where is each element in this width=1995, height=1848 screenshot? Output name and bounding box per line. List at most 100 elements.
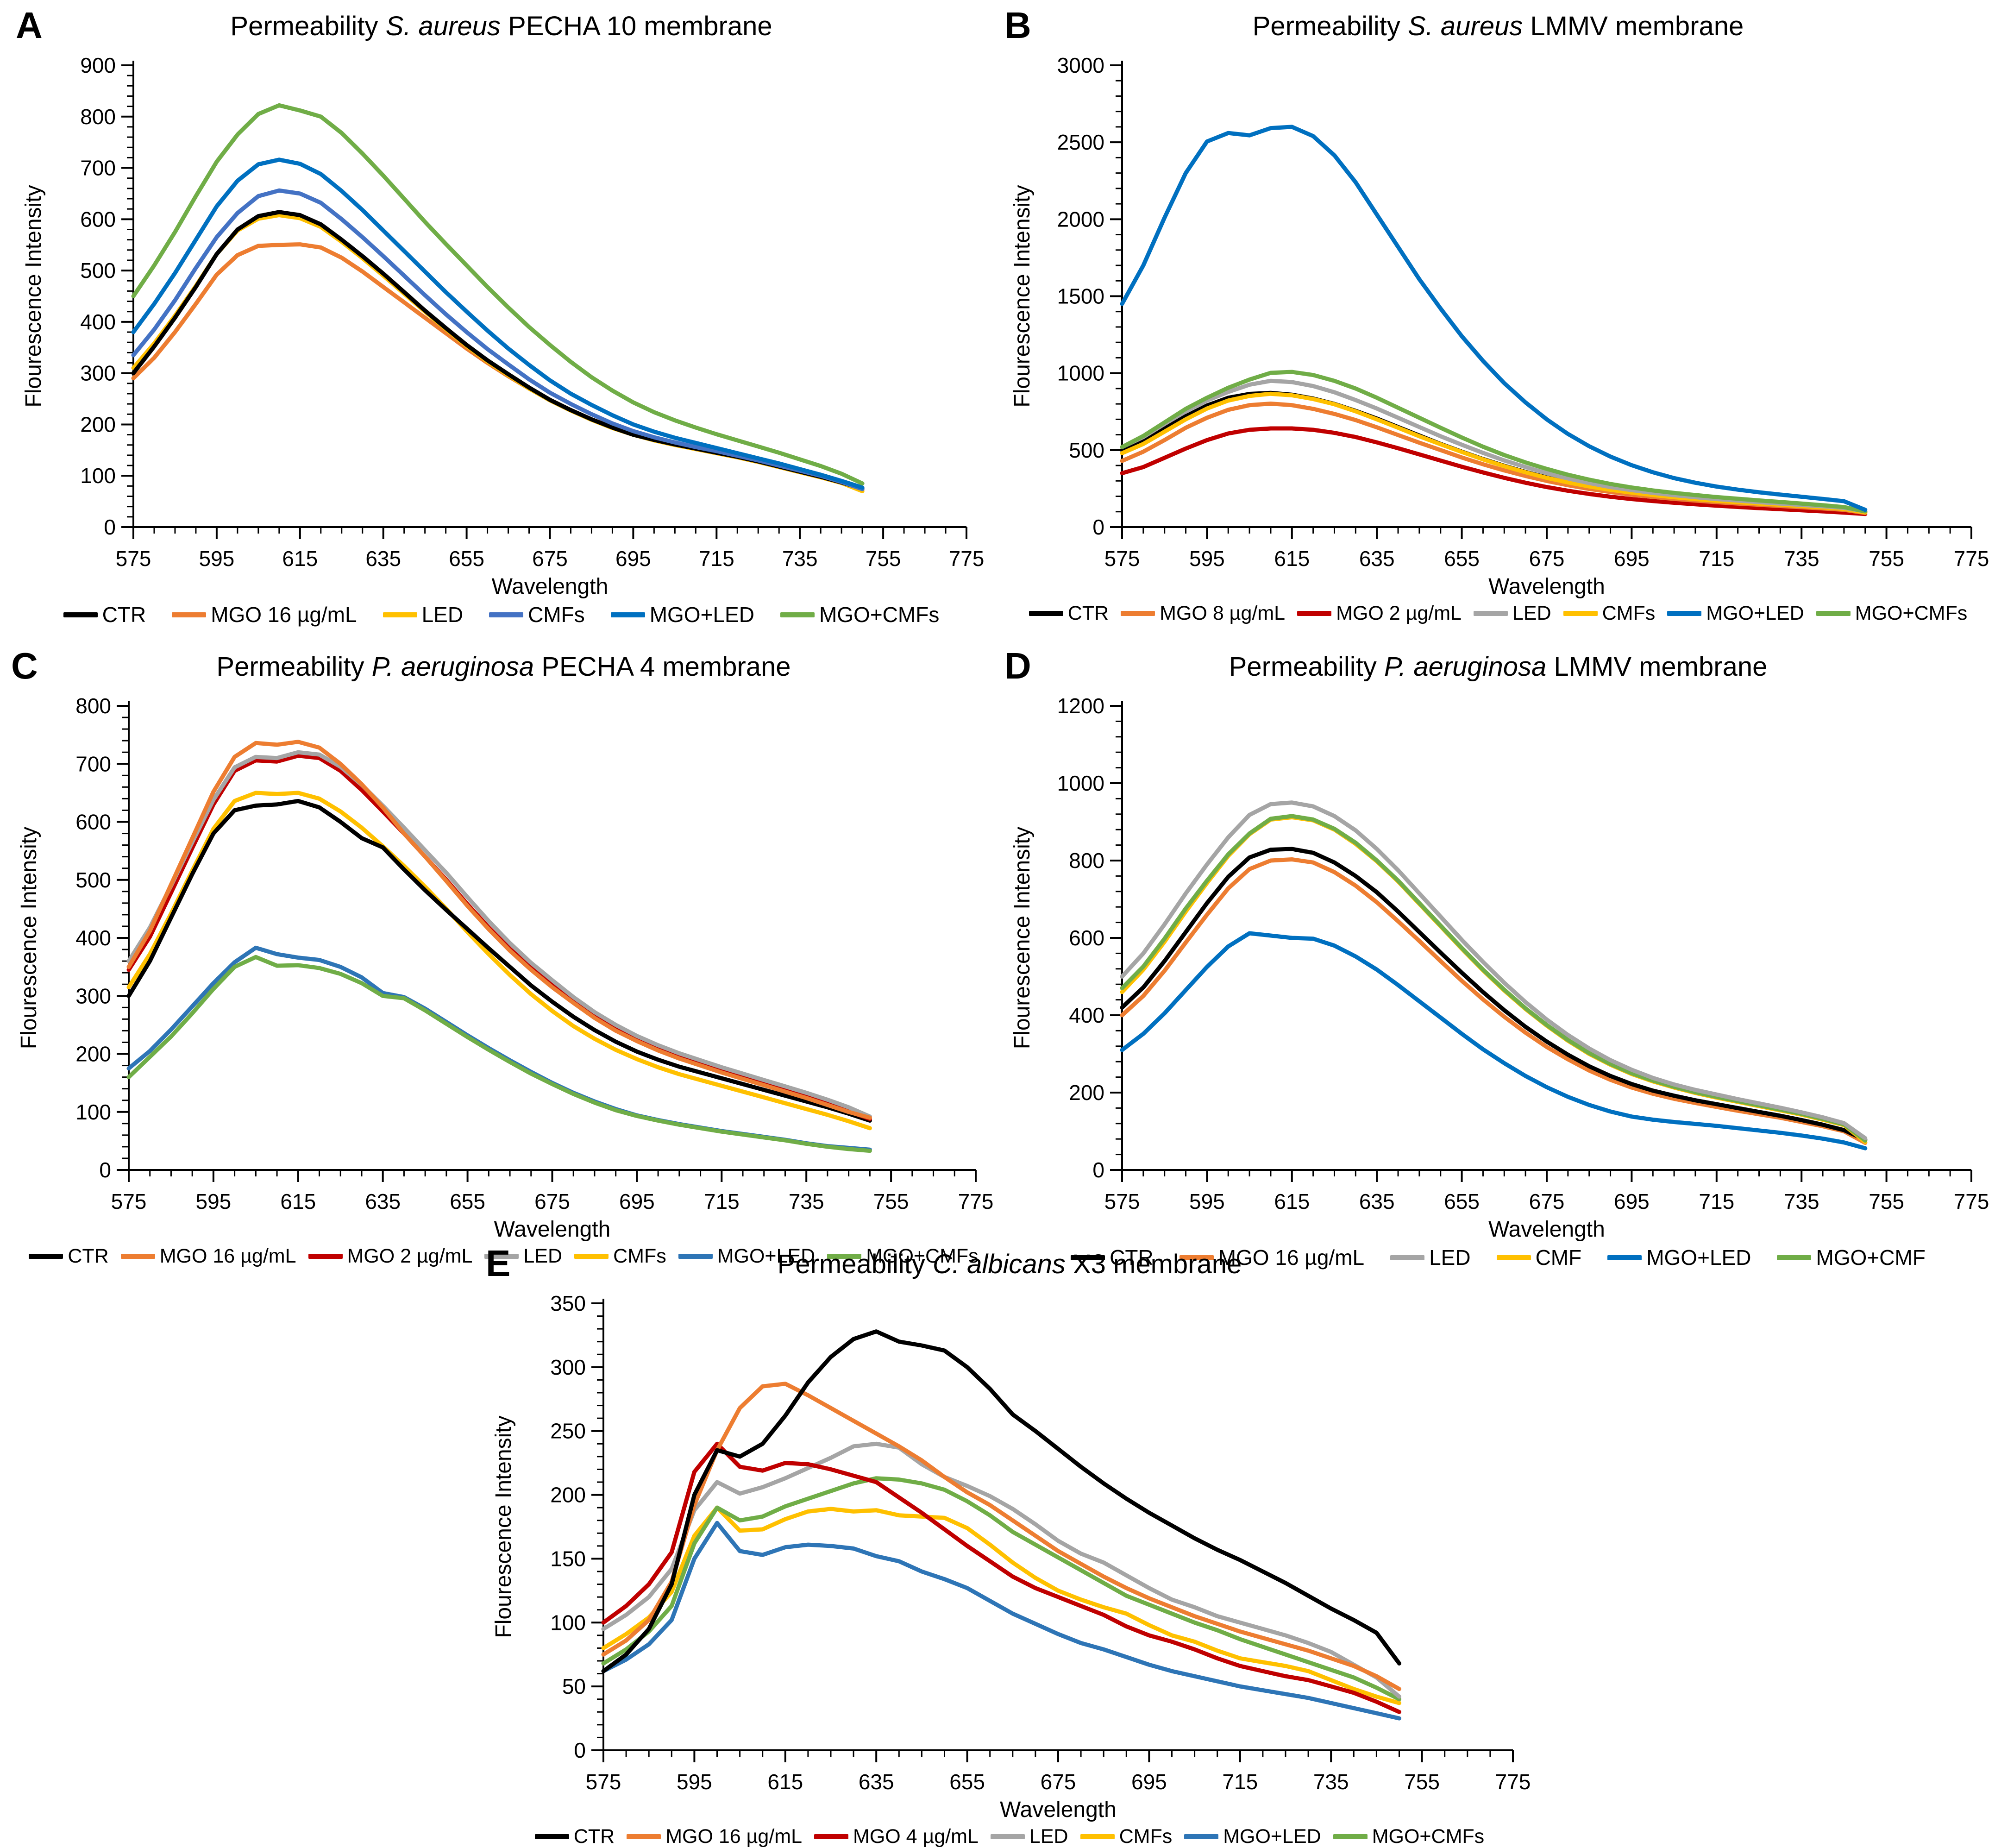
title-suffix: LMMV membrane: [1546, 652, 1768, 682]
title-prefix: Permeability: [230, 11, 386, 41]
series-line-MGO+CMFs: [126, 955, 872, 1153]
y-tick-label: 250: [550, 1419, 586, 1443]
x-axis-label: Wavelength: [1488, 1217, 1605, 1242]
panel-B-header: B Permeability S. aureus LMMV membrane: [1003, 7, 1994, 51]
y-tick-label: 300: [75, 984, 111, 1008]
y-ticks: 0 200 400 600 800 1000 1200: [1057, 694, 1122, 1182]
x-tick-label: 615: [1274, 547, 1310, 571]
legend-C: CTR MGO 16 µg/mL MGO 2 µg/mL LED CMFs MGO+LED…: [9, 1245, 998, 1268]
legend-item: MGO+LED: [1607, 1245, 1751, 1270]
legend-swatch: [814, 1834, 849, 1839]
legend-item: CMFs: [489, 602, 585, 627]
x-tick-label: 695: [1614, 1189, 1650, 1213]
legend-item: LED: [484, 1245, 562, 1268]
legend-label: MGO+CMFs: [866, 1245, 979, 1267]
legend-item: LED: [1473, 602, 1551, 625]
title-prefix: Permeability: [777, 1249, 933, 1279]
y-tick-label: 500: [1069, 438, 1104, 462]
x-tick-label: 755: [1869, 1189, 1904, 1213]
y-tick-label: 50: [562, 1674, 586, 1698]
series-line-MGO+LED: [601, 1521, 1401, 1721]
y-axis-label: Flourescence Intensity: [491, 1415, 516, 1638]
legend-swatch: [172, 612, 207, 617]
legend-label: MGO 16 µg/mL: [665, 1825, 803, 1848]
legend-item: LED: [990, 1825, 1068, 1848]
x-tick-label: 635: [1359, 547, 1395, 571]
x-tick-label: 595: [1189, 1189, 1225, 1213]
title-species: P. aeruginosa: [371, 652, 534, 682]
legend-label: MGO+LED: [1706, 602, 1804, 624]
legend-label: MGO 16 µg/mL: [211, 603, 357, 627]
legend-swatch: [678, 1254, 713, 1259]
x-tick-label: 755: [1869, 547, 1904, 571]
y-axis-label: Flourescence Intensity: [1010, 827, 1035, 1049]
y-tick-label: 100: [80, 464, 116, 488]
y-ticks: 0 500 1000 1500 2000 2500 3000: [1057, 53, 1122, 539]
y-ticks: 0 100 200 300 400 500 600 700 800 900: [80, 53, 133, 539]
x-tick-label: 715: [1699, 1189, 1734, 1213]
x-tick-label: 715: [1699, 547, 1734, 571]
y-tick-label: 700: [80, 156, 116, 180]
title-species: S. aureus: [385, 11, 501, 41]
x-tick-label: 695: [1614, 547, 1650, 571]
x-tick-label: 575: [111, 1189, 147, 1213]
panel-A-header: A Permeability S. aureus PECHA 10 membra…: [14, 7, 989, 51]
series-line-CMFs: [131, 188, 865, 491]
x-axis-label: Wavelength: [1000, 1798, 1117, 1822]
legend-swatch: [1777, 1255, 1812, 1260]
series-line-LED: [601, 1441, 1401, 1699]
y-tick-label: 0: [104, 515, 116, 539]
series-line-MGO 2 µg/mL: [1120, 426, 1868, 516]
panel-title-A: Permeability S. aureus PECHA 10 membrane: [14, 7, 989, 44]
legend-swatch: [1029, 611, 1063, 616]
legend-swatch: [1121, 611, 1155, 616]
legend-item: LED: [1390, 1245, 1471, 1270]
legend-item: MGO 2 µg/mL: [1297, 602, 1462, 625]
panel-D: D Permeability P. aeruginosa LMMV membra…: [1003, 647, 1994, 1270]
x-tick-label: 655: [449, 547, 484, 571]
x-tick-label: 575: [586, 1770, 621, 1794]
x-tick-label: 775: [949, 547, 985, 571]
legend-E: CTR MGO 16 µg/mL MGO 4 µg/mL LED CMFs MGO+LED…: [484, 1825, 1535, 1848]
y-tick-label: 800: [80, 105, 116, 129]
legend-label: LED: [1512, 602, 1551, 624]
x-tick-label: 655: [949, 1770, 985, 1794]
x-tick-label: 655: [1444, 547, 1480, 571]
legend-label: LED: [1029, 1825, 1068, 1848]
legend-swatch: [308, 1254, 343, 1259]
legend-label: CMFs: [613, 1245, 666, 1267]
y-tick-label: 1500: [1057, 284, 1104, 308]
legend-item: MGO 16 µg/mL: [1179, 1245, 1364, 1270]
x-tick-label: 755: [866, 547, 901, 571]
x-tick-label: 655: [450, 1189, 485, 1213]
y-tick-label: 300: [80, 361, 116, 385]
y-tick-label: 100: [75, 1100, 111, 1124]
series-line-CTR: [1120, 847, 1868, 1142]
panel-E-header: E Permeability C. albicans X3 membrane: [484, 1245, 1535, 1289]
legend-swatch: [1816, 611, 1851, 616]
x-tick-label: 615: [282, 547, 318, 571]
y-tick-label: 800: [75, 694, 111, 718]
x-tick-label: 595: [196, 1189, 232, 1213]
y-tick-label: 700: [75, 752, 111, 776]
chart-D: 575 595 615 635 655 675 695 715 735 755 775 0 200 400…: [1010, 694, 1989, 1242]
legend-item: MGO+CMFs: [827, 1245, 979, 1268]
y-tick-label: 150: [550, 1546, 586, 1571]
legend-item: MGO+CMFs: [780, 602, 939, 627]
x-tick-label: 755: [873, 1189, 909, 1213]
legend-label: CMFs: [1119, 1825, 1173, 1848]
y-tick-label: 200: [80, 412, 116, 436]
legend-swatch: [63, 612, 98, 617]
title-species: P. aeruginosa: [1384, 652, 1547, 682]
legend-label: CTR: [68, 1245, 109, 1267]
legend-label: LED: [523, 1245, 563, 1267]
series-line-MGO+CMF: [1120, 814, 1868, 1143]
title-prefix: Permeability: [1229, 652, 1384, 682]
title-prefix: Permeability: [216, 652, 372, 682]
x-tick-label: 635: [859, 1770, 894, 1794]
y-ticks: 0 50 100 150 200 250 300 350: [550, 1291, 603, 1762]
panel-C: C Permeability P. aeruginosa PECHA 4 mem…: [9, 647, 998, 1268]
legend-swatch: [120, 1254, 155, 1259]
x-tick-label: 735: [789, 1189, 824, 1213]
series-line-MGO 4 µg/mL: [601, 1441, 1401, 1714]
